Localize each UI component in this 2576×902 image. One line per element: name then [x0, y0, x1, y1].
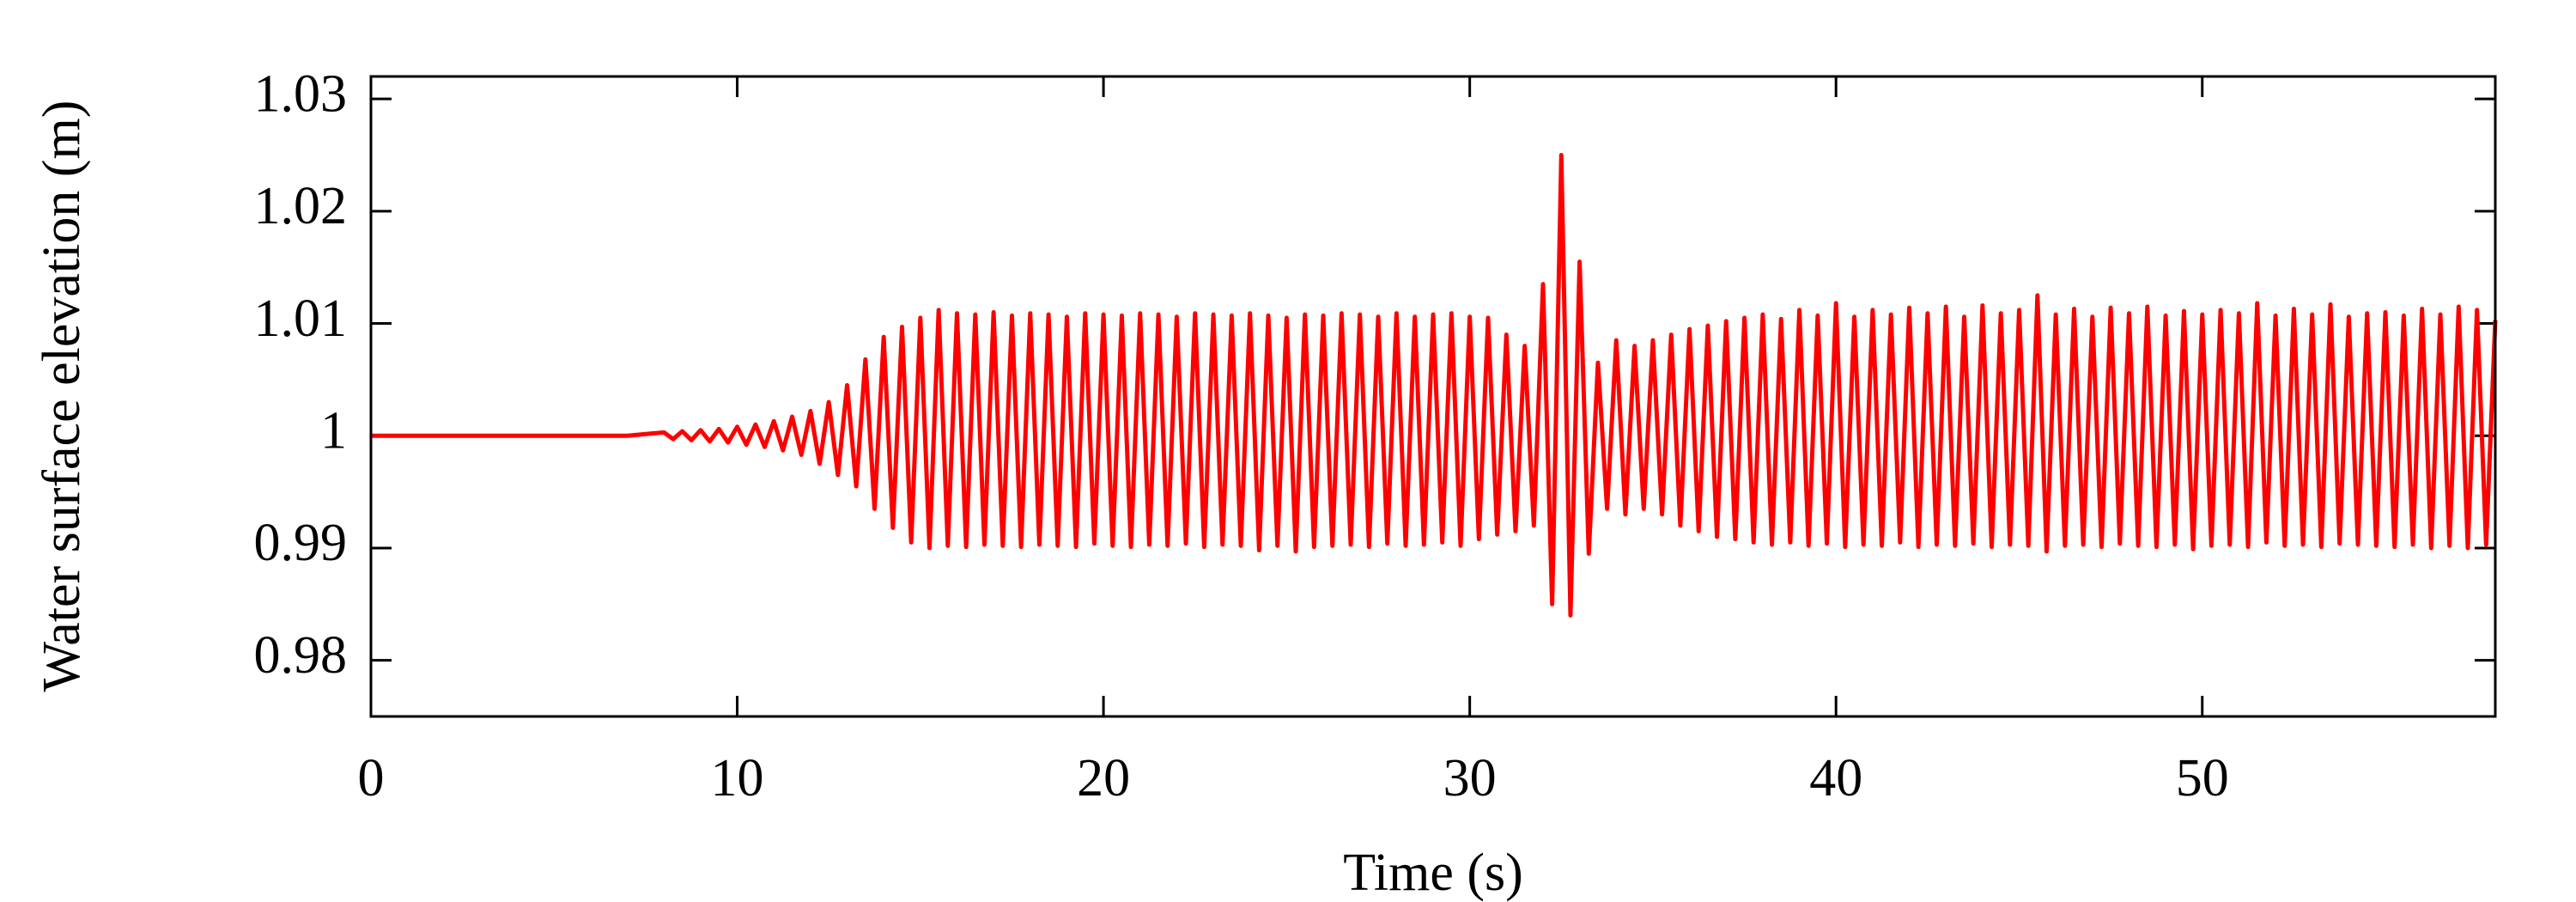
x-axis-title: Time (s)	[1343, 844, 1523, 902]
y-tick-label: 0.98	[254, 626, 348, 685]
data-line	[371, 152, 2498, 618]
y-tick-label: 0.99	[254, 514, 348, 572]
y-tick-label: 1.01	[254, 289, 348, 348]
y-tick-label: 1.02	[254, 177, 348, 235]
x-tick-label: 40	[1809, 749, 1862, 808]
y-tick-label: 1.03	[254, 64, 348, 123]
x-tick-label: 10	[711, 749, 764, 808]
plot-frame	[369, 75, 2497, 718]
x-tick-label: 50	[2176, 749, 2229, 808]
y-tick-label: 1	[320, 401, 347, 460]
x-tick-label: 30	[1443, 749, 1497, 808]
x-tick-label: 20	[1077, 749, 1130, 808]
y-axis-title: Water surface elevation (m)	[33, 101, 91, 692]
x-tick-label: 0	[358, 749, 385, 808]
